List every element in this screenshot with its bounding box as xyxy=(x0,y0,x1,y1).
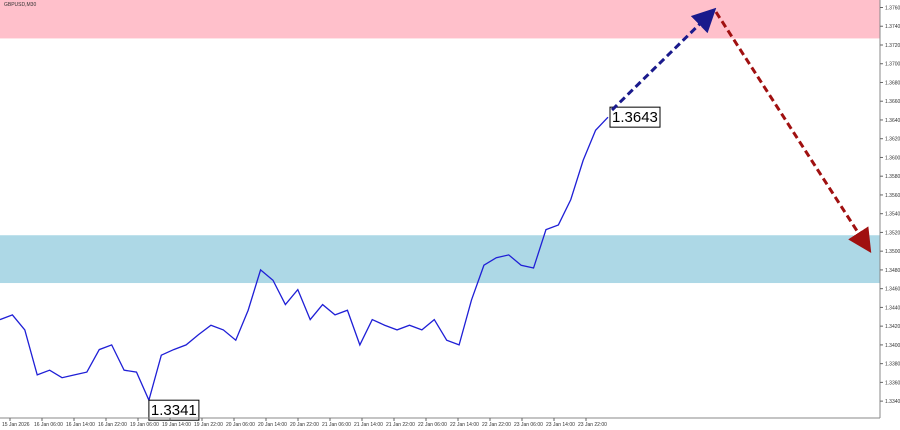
forecast-arrow-down xyxy=(714,11,872,254)
y-tick-label: 1.3520 xyxy=(885,230,900,236)
y-tick-label: 1.3760 xyxy=(885,5,900,11)
x-tick-label: 23 Jan 06:00 xyxy=(514,422,543,428)
x-tick-label: 21 Jan 14:00 xyxy=(354,422,383,428)
annotation-label: 1.3341 xyxy=(151,402,197,419)
x-tick-label: 19 Jan 06:00 xyxy=(130,422,159,428)
plot: 1.3341 1.3643 xyxy=(0,106,661,421)
chart-title: GBPUSD,M30 xyxy=(4,2,36,8)
x-tick-label: 20 Jan 22:00 xyxy=(290,422,319,428)
annotation: 1.3643 xyxy=(609,106,661,128)
annotation-box xyxy=(148,399,200,421)
y-tick-label: 1.3480 xyxy=(885,268,900,274)
y-tick-label: 1.3720 xyxy=(885,43,900,49)
y-tick-label: 1.3420 xyxy=(885,324,900,330)
y-tick-label: 1.3360 xyxy=(885,380,900,386)
zones xyxy=(0,0,880,284)
x-tick-label: 22 Jan 06:00 xyxy=(418,422,447,428)
x-tick-label: 22 Jan 22:00 xyxy=(482,422,511,428)
y-tick-label: 1.3440 xyxy=(885,305,900,311)
x-tick-label: 16 Jan 14:00 xyxy=(66,422,95,428)
x-tick-label: 20 Jan 14:00 xyxy=(258,422,287,428)
y-tick-label: 1.3660 xyxy=(885,99,900,105)
y-tick-label: 1.3500 xyxy=(885,249,900,255)
annotation-label: 1.3643 xyxy=(612,109,658,126)
x-tick-label: 16 Jan 06:00 xyxy=(34,422,63,428)
x-tick-label: 15 Jan 2026 xyxy=(2,422,30,428)
y-tick-label: 1.3380 xyxy=(885,362,900,368)
y-tick-label: 1.3600 xyxy=(885,155,900,161)
annotation-box xyxy=(609,106,661,128)
zone xyxy=(0,0,880,39)
y-tick-label: 1.3460 xyxy=(885,287,900,293)
annotation: 1.3341 xyxy=(148,399,200,421)
y-tick-label: 1.3540 xyxy=(885,212,900,218)
y-tick-label: 1.3740 xyxy=(885,24,900,30)
y-tick-label: 1.3640 xyxy=(885,118,900,124)
x-tick-label: 21 Jan 22:00 xyxy=(386,422,415,428)
x-tick-label: 20 Jan 06:00 xyxy=(226,422,255,428)
price-line xyxy=(0,116,609,403)
x-tick-label: 21 Jan 06:00 xyxy=(322,422,351,428)
x-tick-label: 19 Jan 22:00 xyxy=(194,422,223,428)
y-tick-label: 1.3580 xyxy=(885,174,900,180)
x-tick-label: 23 Jan 22:00 xyxy=(578,422,607,428)
x-tick-label: 16 Jan 22:00 xyxy=(98,422,127,428)
y-tick-label: 1.3700 xyxy=(885,62,900,68)
x-tick-label: 22 Jan 14:00 xyxy=(450,422,479,428)
y-tick-label: 1.3340 xyxy=(885,399,900,405)
x-tick-label: 23 Jan 14:00 xyxy=(546,422,575,428)
y-tick-label: 1.3620 xyxy=(885,137,900,143)
x-tick-label: 19 Jan 14:00 xyxy=(162,422,191,428)
y-tick-label: 1.3560 xyxy=(885,193,900,199)
y-tick-label: 1.3400 xyxy=(885,343,900,349)
y-tick-label: 1.3680 xyxy=(885,80,900,86)
zone xyxy=(0,235,880,284)
forecast-arrow-up xyxy=(610,7,717,112)
